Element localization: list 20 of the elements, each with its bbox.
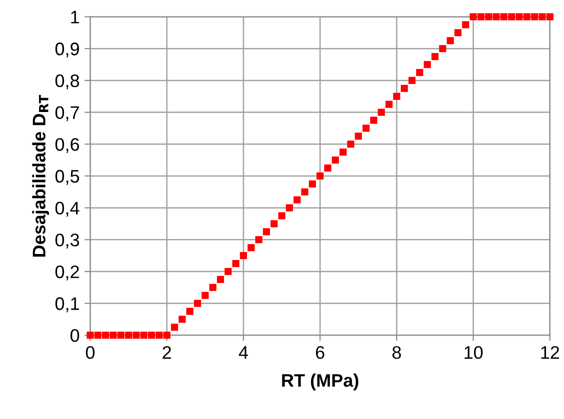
y-tick-label: 1 (71, 10, 79, 24)
y-tick-label: 0,9 (55, 42, 79, 58)
y-tick-label: 0,1 (55, 297, 79, 312)
y-tick-label: 0,3 (55, 234, 80, 249)
x-tick-label: 2 (162, 346, 171, 359)
x-tick-label: 12 (541, 346, 560, 359)
x-tick-label: 6 (316, 346, 324, 359)
x-tick-label: 4 (238, 346, 248, 359)
x-axis-title: RT (MPa) (282, 374, 358, 390)
y-tick-label: 0,8 (55, 74, 80, 90)
y-tick-label: 0 (70, 329, 80, 342)
y-tick-label: 0,4 (55, 202, 80, 217)
y-tick-label: 0,5 (55, 170, 80, 185)
y-axis-title: Desajabilidade D$_{RT}$ (32, 94, 50, 257)
x-tick-label: 10 (464, 346, 483, 359)
y-tick-label: 0,7 (55, 106, 79, 122)
x-tick-label: 0 (86, 346, 95, 359)
y-tick-label: 0,6 (55, 138, 80, 153)
x-tick-label: 8 (392, 346, 401, 359)
y-tick-label: 0,2 (55, 265, 79, 280)
